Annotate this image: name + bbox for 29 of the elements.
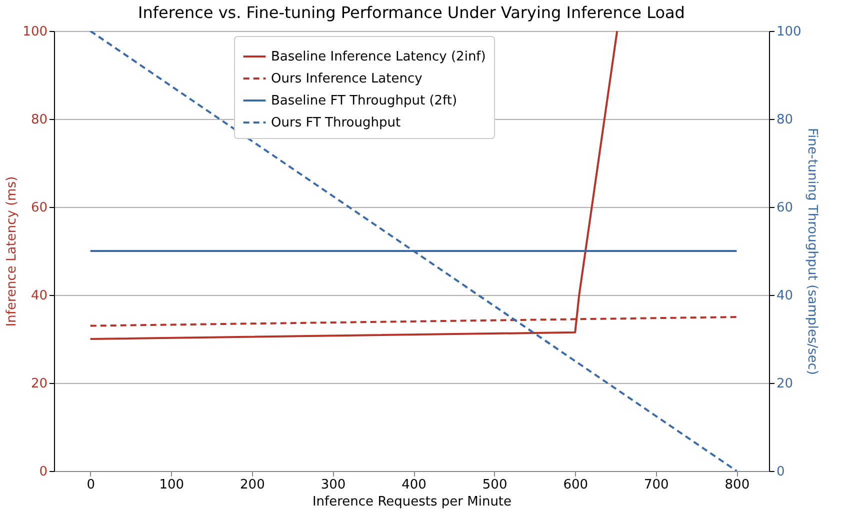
legend-label: Baseline FT Throughput (2ft) — [271, 94, 458, 108]
x-tick-label: 0 — [86, 478, 95, 492]
legend-label: Ours FT Throughput — [271, 116, 401, 130]
x-tick-label: 600 — [563, 478, 588, 492]
x-axis-title: Inference Requests per Minute — [312, 494, 512, 510]
y-tick-label: 20 — [30, 376, 48, 392]
y2-tick-label: 100 — [776, 24, 802, 40]
x-tick-label: 400 — [402, 478, 426, 492]
x-tick-label: 100 — [159, 478, 184, 492]
y-tick-label: 40 — [30, 288, 48, 304]
y2-tick-label: 0 — [776, 464, 785, 480]
legend-label: Ours Inference Latency — [271, 72, 423, 86]
x-tick-label: 300 — [320, 478, 346, 492]
y2-tick-label: 40 — [776, 288, 794, 304]
y2-tick-label: 60 — [776, 200, 794, 216]
y-tick-label: 0 — [39, 464, 48, 480]
y-tick-label: 80 — [30, 112, 48, 128]
x-tick-label: 200 — [240, 478, 265, 492]
legend-label: Baseline Inference Latency (2inf) — [271, 50, 486, 64]
y-axis-title: Inference Latency (ms) — [4, 176, 20, 327]
y2-tick-label: 20 — [776, 376, 794, 392]
chart-title: Inference vs. Fine-tuning Performance Under Varying Inference Load — [138, 3, 685, 22]
x-tick-label: 700 — [644, 478, 669, 492]
y-tick-label: 100 — [22, 24, 48, 40]
x-tick-label: 500 — [482, 478, 508, 492]
x-tick-label: 800 — [724, 478, 750, 492]
y-tick-label: 60 — [30, 200, 48, 216]
y2-tick-label: 80 — [776, 112, 794, 128]
y2-axis-title: Fine-tuning Throughput (samples/sec) — [804, 128, 820, 376]
